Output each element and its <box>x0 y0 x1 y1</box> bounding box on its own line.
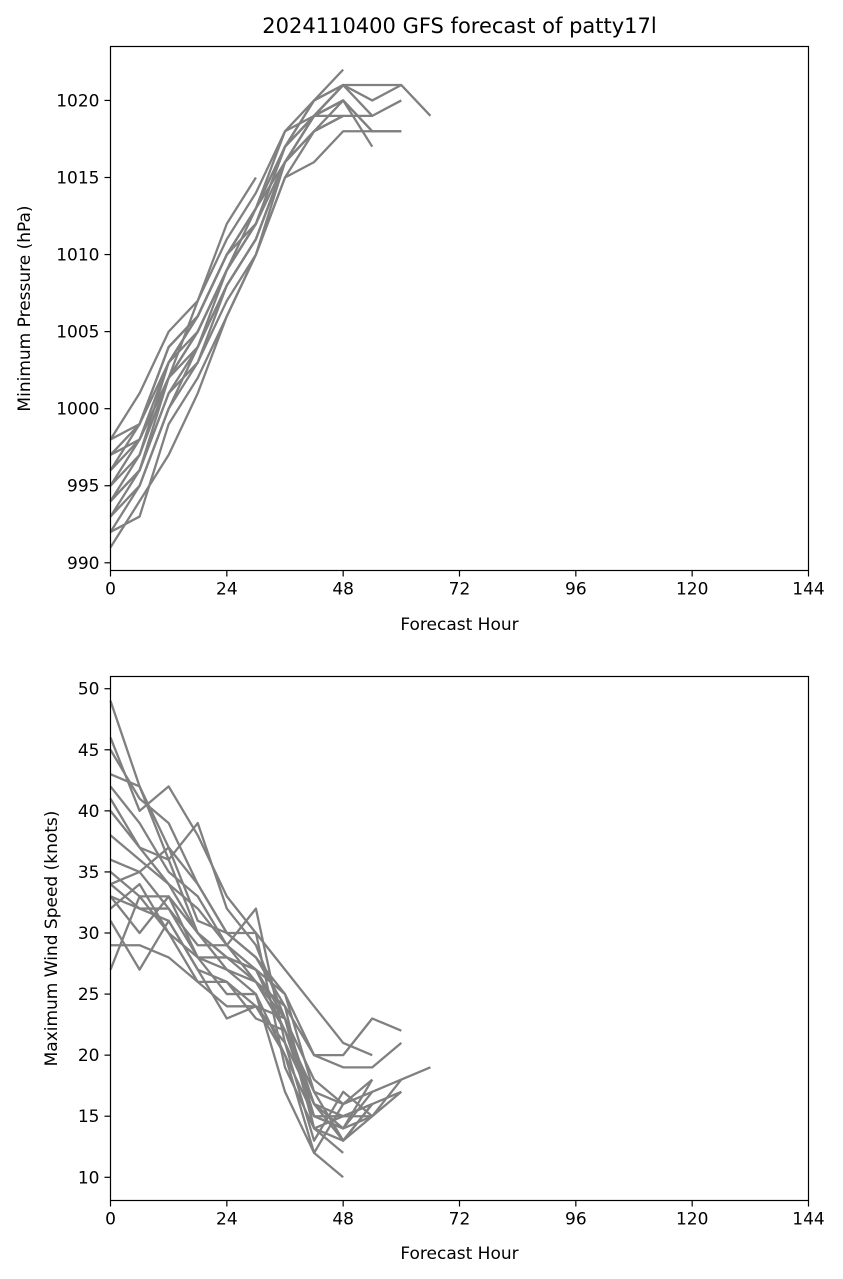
wind-y-axis-label: Maximum Wind Speed (knots) <box>42 811 62 1067</box>
pressure-x-tick-label: 0 <box>105 580 116 600</box>
pressure-x-tick-label: 144 <box>792 580 824 600</box>
pressure-x-tick-label: 24 <box>216 580 238 600</box>
pressure-y-tick-label: 1015 <box>56 169 99 189</box>
pressure-x-tick-label: 48 <box>332 580 354 600</box>
pressure-y-tick-label: 995 <box>67 477 99 497</box>
pressure-y-tick-label: 1020 <box>56 91 99 111</box>
wind-y-tick-label: 35 <box>78 863 100 883</box>
pressure-y-tick-label: 1000 <box>56 400 99 420</box>
wind-panel: 0 24 48 72 96 120 144 10 15 20 25 30 35 40 45 50 Forec… <box>42 675 825 1264</box>
pressure-series-layer <box>109 68 432 548</box>
wind-series-line-3 <box>109 749 402 1057</box>
wind-x-axis-label: Forecast Hour <box>400 1244 518 1264</box>
wind-y-tick-label: 15 <box>78 1107 100 1127</box>
pressure-x-tick-label: 72 <box>449 580 471 600</box>
pressure-panel: 2024110400 GFS forecast of patty17l 0 24 4… <box>15 14 825 635</box>
wind-x-tick-label: 0 <box>105 1210 116 1230</box>
pressure-series-line-16 <box>109 114 344 441</box>
pressure-series-line-1 <box>109 176 257 441</box>
wind-y-tick-label: 10 <box>78 1168 100 1188</box>
wind-series-line-8 <box>110 846 374 1142</box>
wind-x-ticks: 0 24 48 72 96 120 144 <box>105 1200 825 1230</box>
pressure-x-ticks: 0 24 48 72 96 120 144 <box>105 570 825 600</box>
wind-y-tick-label: 45 <box>78 741 100 761</box>
wind-series-line-18 <box>109 810 373 1106</box>
pressure-y-ticks: 990 995 1000 1005 1010 1015 1020 <box>56 91 111 574</box>
wind-x-tick-label: 144 <box>792 1210 824 1230</box>
wind-series-line-15 <box>109 919 345 1155</box>
wind-y-tick-label: 50 <box>78 680 100 700</box>
pressure-x-tick-label: 96 <box>565 580 587 600</box>
pressure-y-tick-label: 1005 <box>56 323 99 343</box>
pressure-y-tick-label: 1010 <box>56 246 99 266</box>
pressure-y-axis-label: Minimum Pressure (hPa) <box>15 205 35 411</box>
pressure-x-tick-label: 120 <box>676 580 708 600</box>
wind-y-ticks: 10 15 20 25 30 35 40 45 50 <box>78 680 111 1188</box>
wind-x-tick-label: 96 <box>565 1210 587 1230</box>
wind-y-tick-label: 20 <box>78 1046 100 1066</box>
pressure-series-line-15 <box>109 99 344 502</box>
wind-x-tick-label: 24 <box>216 1210 238 1230</box>
wind-series-line-13 <box>109 895 344 1179</box>
wind-x-tick-label: 48 <box>332 1210 354 1230</box>
wind-y-tick-label: 40 <box>78 802 100 822</box>
wind-series-line-2 <box>109 737 373 1057</box>
chart-title: 2024110400 GFS forecast of patty17l <box>262 14 656 38</box>
wind-series-line-17 <box>109 895 373 1130</box>
wind-y-tick-label: 25 <box>78 985 100 1005</box>
wind-x-tick-label: 120 <box>676 1210 708 1230</box>
wind-x-tick-label: 72 <box>449 1210 471 1230</box>
pressure-y-tick-label: 990 <box>67 554 99 574</box>
wind-series-layer <box>109 700 431 1179</box>
pressure-x-axis-label: Forecast Hour <box>400 615 518 635</box>
wind-y-tick-label: 30 <box>78 924 100 944</box>
